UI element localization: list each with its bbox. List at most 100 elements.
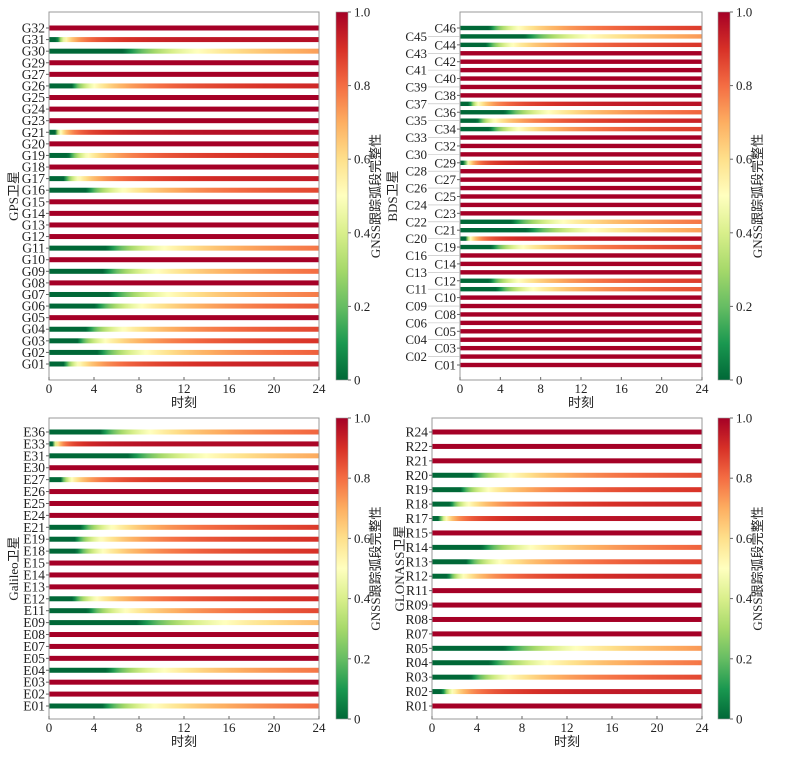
y-tick-label: R15 xyxy=(405,525,428,540)
y-tick-label: G19 xyxy=(22,148,45,163)
panel-galileo: E36E33E31E30E27E26E25E24E21E19E18E15E14E… xyxy=(6,411,383,750)
y-tick-label: C20 xyxy=(405,231,427,246)
y-tick-label: E09 xyxy=(23,615,45,630)
x-tick-label: 0 xyxy=(429,720,436,735)
satellite-bar-E07 xyxy=(49,643,319,649)
satellite-bar-G16 xyxy=(49,187,319,193)
y-tick-label: E12 xyxy=(23,591,45,606)
satellite-bar-C37 xyxy=(460,101,702,107)
y-tick-label: C43 xyxy=(405,46,427,61)
satellite-bar-R18 xyxy=(432,501,702,507)
y-tick-label: R14 xyxy=(405,540,428,555)
colorbar-tick-label: 0 xyxy=(354,712,361,727)
y-tick-label: G05 xyxy=(22,310,45,325)
x-tick-label: 16 xyxy=(223,720,237,735)
y-axis-label: BDS卫星 xyxy=(385,170,400,221)
y-tick-label: C30 xyxy=(405,147,427,162)
plot-frame xyxy=(431,417,703,720)
y-tick-label: R04 xyxy=(405,655,428,670)
y-tick-label: C13 xyxy=(405,265,427,280)
colorbar-tick-label: 1.0 xyxy=(736,411,752,426)
satellite-bar-C04 xyxy=(460,337,702,342)
satellite-bar-C34 xyxy=(460,126,702,132)
satellite-bar-C38 xyxy=(460,93,702,98)
colorbar-tick-label: 0.8 xyxy=(354,471,370,486)
satellite-bar-C25 xyxy=(460,194,702,199)
x-tick-label: 8 xyxy=(519,720,526,735)
x-tick-label: 12 xyxy=(561,720,574,735)
satellite-bar-C46 xyxy=(460,25,702,31)
y-tick-label: C45 xyxy=(405,29,427,44)
satellite-bar-C26 xyxy=(460,185,702,191)
y-tick-label: E04 xyxy=(23,663,45,678)
colorbar-tick-label: 0.2 xyxy=(354,299,370,314)
colorbar-gradient xyxy=(335,11,349,381)
colorbar-tick-label: 0.4 xyxy=(354,225,371,240)
y-tick-label: G03 xyxy=(22,333,45,348)
satellite-bar-G31 xyxy=(49,37,319,43)
y-tick-label: G24 xyxy=(22,102,45,117)
satellite-bar-G29 xyxy=(49,60,319,66)
satellite-bar-C13 xyxy=(460,270,702,275)
x-tick-label: 4 xyxy=(91,381,98,396)
x-tick-label: 20 xyxy=(651,720,664,735)
colorbar-tick-label: 0.4 xyxy=(736,225,753,240)
y-tick-label: G29 xyxy=(22,55,45,70)
x-tick-label: 16 xyxy=(223,381,237,396)
satellite-bar-C11 xyxy=(460,286,702,292)
colorbar-tick-label: 0.6 xyxy=(354,152,371,167)
y-tick-label: G02 xyxy=(22,345,45,360)
satellite-bar-G05 xyxy=(49,315,319,321)
satellite-bar-G24 xyxy=(49,106,319,112)
y-tick-label: C26 xyxy=(405,181,427,196)
satellite-bar-G26 xyxy=(49,83,319,89)
satellite-bar-C29 xyxy=(460,160,702,165)
satellite-bar-G19 xyxy=(49,152,319,158)
x-tick-label: 24 xyxy=(696,381,710,396)
y-tick-label: C23 xyxy=(434,206,456,221)
satellite-bar-E03 xyxy=(49,679,319,685)
panel-bds: C46C45C44C43C42C41C40C39C38C37C36C35C34C… xyxy=(385,5,765,411)
y-tick-label: G30 xyxy=(22,44,45,59)
y-tick-label: E18 xyxy=(23,544,45,559)
y-tick-label: G16 xyxy=(22,183,45,198)
colorbar-label: GNSS跟踪弧段完整性 xyxy=(368,134,383,258)
y-tick-label: G13 xyxy=(22,217,45,232)
satellite-bar-E02 xyxy=(49,691,319,697)
x-tick-label: 12 xyxy=(178,381,191,396)
y-tick-label: R07 xyxy=(405,626,428,641)
y-tick-label: G26 xyxy=(22,78,45,93)
panel-glonass: R24R22R21R20R19R18R17R15R14R13R12R11R09R… xyxy=(392,411,765,750)
colorbar-tick-label: 0.2 xyxy=(736,299,752,314)
satellite-bar-G01 xyxy=(49,361,319,367)
y-tick-label: C44 xyxy=(434,37,456,52)
x-tick-label: 4 xyxy=(497,381,504,396)
colorbar-gradient xyxy=(717,417,731,720)
y-tick-label: C38 xyxy=(434,88,456,103)
satellite-bar-G11 xyxy=(49,245,319,251)
y-tick-label: E14 xyxy=(23,567,45,582)
y-tick-label: G17 xyxy=(22,171,45,186)
y-tick-label: G14 xyxy=(22,206,45,221)
y-tick-label: C12 xyxy=(434,273,456,288)
y-tick-label: G27 xyxy=(22,67,45,82)
satellite-bar-C44 xyxy=(460,42,702,48)
satellite-bar-C12 xyxy=(460,278,702,283)
satellite-bar-E09 xyxy=(49,620,319,626)
satellite-bar-G08 xyxy=(49,280,319,286)
satellite-bar-R14 xyxy=(432,544,702,550)
x-axis-label: 时刻 xyxy=(171,395,197,410)
y-tick-label: C05 xyxy=(434,324,456,339)
y-tick-label: E08 xyxy=(23,627,45,642)
y-tick-label: R24 xyxy=(405,425,428,440)
satellite-bar-C06 xyxy=(460,320,702,326)
x-axis-label: 时刻 xyxy=(171,734,197,749)
satellite-bar-C01 xyxy=(460,362,702,368)
y-axis-label: Galileo卫星 xyxy=(6,536,21,600)
y-tick-label: C29 xyxy=(434,155,456,170)
satellite-bar-G15 xyxy=(49,199,319,205)
satellite-bar-E31 xyxy=(49,453,319,459)
y-tick-label: C28 xyxy=(405,164,427,179)
satellite-bar-C33 xyxy=(460,135,702,140)
colorbar-tick-label: 0.6 xyxy=(736,531,753,546)
